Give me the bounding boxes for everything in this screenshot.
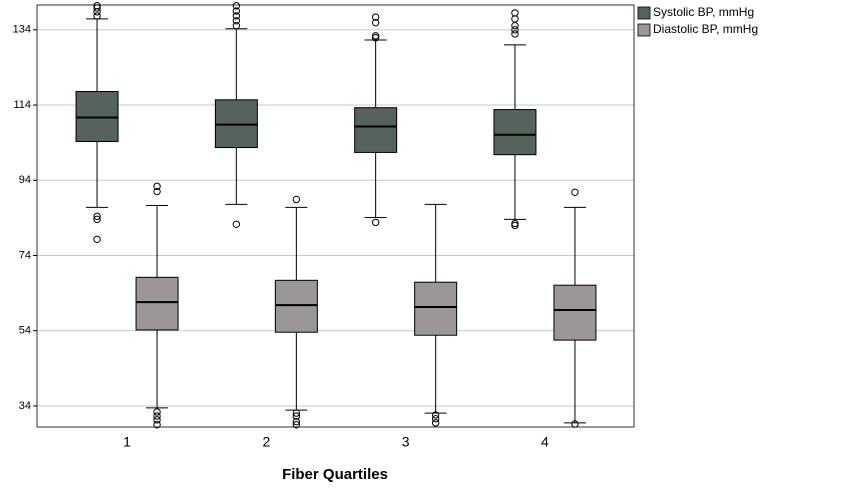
outlier (511, 26, 519, 34)
outlier (431, 419, 440, 427)
outlier (292, 195, 301, 204)
outlier (511, 30, 519, 38)
outlier (292, 412, 301, 420)
box (135, 276, 179, 331)
outlier (511, 21, 519, 30)
outlier (371, 218, 380, 227)
outlier (371, 32, 380, 40)
outlier (93, 212, 101, 221)
x-tick-label: 2 (262, 434, 270, 450)
outlier (232, 21, 241, 30)
outlier (232, 12, 241, 20)
legend-swatch (637, 23, 651, 37)
y-tick-label: 94 (19, 174, 31, 186)
outlier (153, 416, 161, 424)
outlier (431, 411, 440, 419)
legend-swatch (637, 6, 651, 20)
box (493, 109, 537, 156)
outlier (232, 17, 241, 25)
outlier (153, 182, 161, 190)
box (274, 279, 318, 333)
outlier (292, 418, 301, 426)
outlier (371, 18, 380, 27)
outlier (93, 8, 101, 16)
outlier (93, 235, 101, 244)
outlier (431, 415, 440, 423)
outlier (153, 421, 161, 429)
outlier (93, 215, 101, 224)
plot-frame (36, 4, 635, 428)
legend-label: Systolic BP, mmHg (653, 5, 754, 19)
x-tick-label: 3 (402, 434, 410, 450)
box (414, 281, 458, 336)
box (553, 284, 597, 341)
outlier (511, 221, 519, 230)
x-tick-label: 1 (123, 434, 131, 450)
outlier (232, 2, 241, 10)
outlier (571, 420, 579, 428)
outlier (232, 220, 241, 228)
x-tick-label: 4 (541, 434, 549, 450)
box (354, 107, 398, 153)
y-tick-label: 134 (13, 24, 31, 36)
outlier (153, 408, 161, 416)
outlier (153, 187, 161, 196)
x-axis-title: Fiber Quartiles (282, 466, 388, 483)
outlier (292, 409, 301, 417)
outlier (371, 13, 380, 21)
outlier (93, 4, 101, 12)
outlier (292, 421, 301, 429)
outlier (371, 34, 380, 42)
outlier (153, 412, 161, 420)
outlier (511, 219, 519, 228)
y-tick-label: 74 (19, 249, 31, 261)
y-tick-label: 54 (19, 325, 31, 337)
outlier (93, 12, 101, 20)
y-tick-label: 34 (19, 400, 31, 412)
outlier (232, 7, 241, 15)
y-tick-label: 114 (13, 99, 31, 111)
outlier (571, 188, 579, 197)
legend-label: Diastolic BP, mmHg (653, 22, 758, 36)
